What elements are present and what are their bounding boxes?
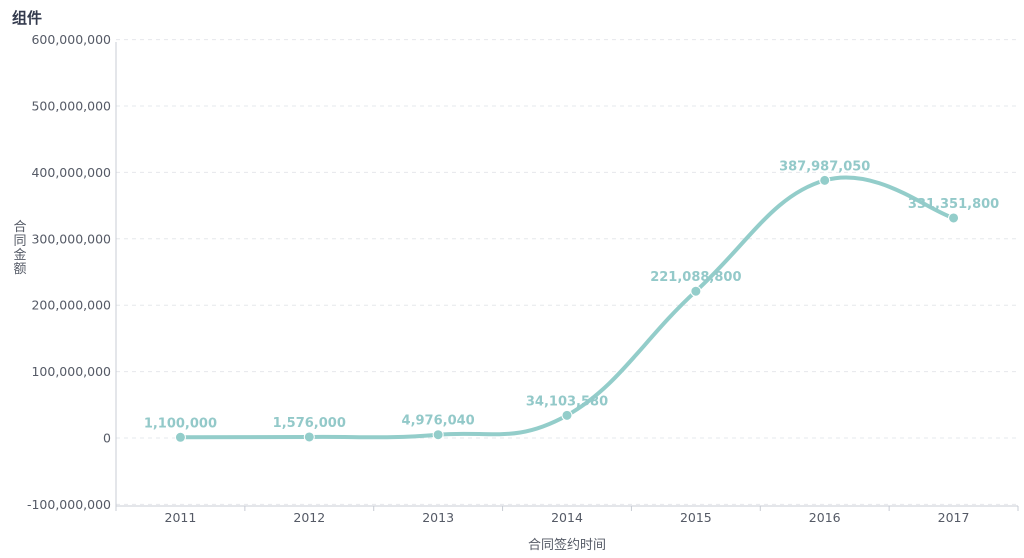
grid-lines [116, 39, 1018, 505]
x-axis-title: 合同签约时间 [528, 537, 606, 553]
data-points [174, 174, 960, 443]
x-tick-label: 2015 [680, 510, 712, 525]
data-label: 1,576,000 [273, 416, 346, 431]
y-tick-label: -100,000,000 [27, 497, 111, 512]
data-point[interactable] [432, 429, 444, 441]
y-tick-label: 200,000,000 [31, 298, 111, 313]
y-tick-label: 500,000,000 [31, 99, 111, 114]
data-label: 387,987,050 [779, 159, 870, 174]
page-title: 组件 [12, 9, 43, 27]
data-label: 34,103,580 [526, 394, 608, 409]
data-point[interactable] [303, 431, 315, 443]
x-tick-label: 2011 [165, 510, 197, 525]
y-axis-title: 合同金额 [13, 220, 26, 277]
data-point[interactable] [948, 212, 960, 224]
x-tick-labels: 2011 2012 2013 2014 2015 2016 2017 [115, 506, 1019, 525]
y-tick-label: 300,000,000 [31, 231, 111, 246]
data-label: 4,976,040 [402, 414, 475, 429]
data-point[interactable] [174, 431, 186, 443]
data-point[interactable] [561, 409, 573, 421]
data-label: 221,088,800 [650, 270, 741, 285]
y-tick-label: 0 [103, 431, 111, 446]
y-tick-label: 400,000,000 [31, 165, 111, 180]
y-tick-labels: -100,000,000 0 100,000,000 200,000,000 300,0… [27, 32, 111, 512]
data-label: 331,351,800 [908, 197, 999, 212]
y-tick-label: 600,000,000 [31, 32, 111, 47]
data-label: 1,100,000 [144, 416, 217, 431]
data-point[interactable] [690, 285, 702, 297]
x-tick-label: 2012 [293, 510, 325, 525]
x-tick-label: 2014 [551, 510, 583, 525]
data-labels: 1,100,000 1,576,000 4,976,040 34,103,580 221… [144, 159, 999, 431]
x-tick-label: 2017 [938, 510, 970, 525]
data-point[interactable] [819, 174, 831, 186]
x-tick-label: 2013 [422, 510, 454, 525]
x-tick-label: 2016 [809, 510, 841, 525]
y-tick-label: 100,000,000 [31, 364, 111, 379]
